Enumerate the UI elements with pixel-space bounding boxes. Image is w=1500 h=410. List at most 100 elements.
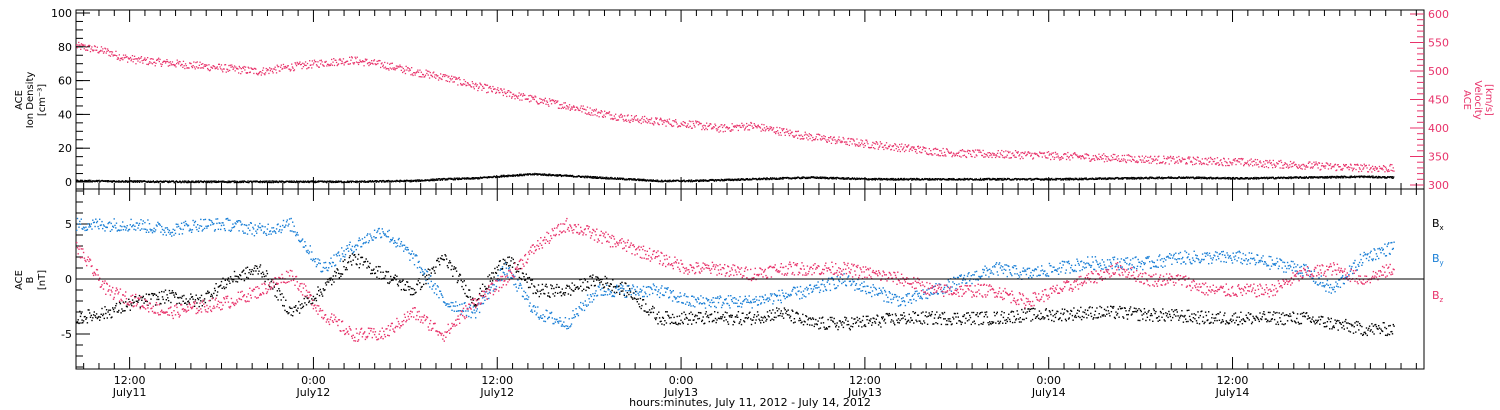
velocity-point [448, 75, 450, 77]
density-point [952, 179, 955, 181]
velocity-point [850, 138, 853, 140]
velocity-point [553, 99, 555, 101]
density-point [683, 179, 685, 181]
density-point [1261, 177, 1263, 180]
density-point [962, 178, 964, 180]
density-point [439, 178, 441, 180]
velocity-point [303, 63, 305, 65]
velocity-point [1286, 163, 1288, 165]
velocity-point [1076, 155, 1079, 158]
velocity-point [238, 65, 240, 68]
velocity-point [1383, 165, 1385, 168]
density-point [644, 179, 647, 181]
density-point [551, 174, 553, 176]
velocity-point [583, 108, 585, 110]
density-point [592, 177, 594, 179]
velocity-point [803, 134, 806, 136]
velocity-point [1079, 155, 1081, 157]
density-point [1169, 176, 1171, 178]
velocity-point [1201, 163, 1203, 166]
velocity-point [1208, 161, 1210, 163]
velocity-point [265, 67, 267, 70]
velocity-point [138, 57, 140, 59]
velocity-point [401, 66, 403, 68]
density-point [273, 180, 275, 182]
density-point [1003, 177, 1005, 180]
velocity-point [297, 63, 299, 65]
velocity-point [768, 129, 770, 132]
velocity-point [431, 74, 433, 77]
date-tick-label: July11 [112, 386, 147, 399]
velocity-point [952, 152, 955, 154]
velocity-point [506, 91, 509, 93]
density-point [1043, 179, 1046, 181]
density-point [545, 174, 547, 176]
velocity-point [1054, 156, 1056, 159]
density-point [271, 181, 273, 184]
velocity-point [1279, 167, 1281, 169]
density-point [794, 178, 796, 180]
velocity-point [982, 149, 984, 152]
density-point [417, 179, 419, 181]
velocity-point [384, 61, 386, 64]
density-point [272, 182, 274, 184]
velocity-point [697, 124, 700, 126]
velocity-point [1029, 152, 1031, 154]
velocity-point [344, 61, 347, 63]
density-point [878, 177, 881, 180]
velocity-point [337, 63, 340, 65]
velocity-point [662, 120, 664, 122]
density-point [167, 181, 170, 184]
velocity-point [979, 151, 981, 153]
velocity-point [98, 51, 100, 53]
density-point [302, 180, 304, 182]
density-point [882, 179, 884, 181]
velocity-point [1165, 162, 1167, 164]
velocity-point [454, 76, 456, 78]
velocity-point [215, 67, 217, 69]
velocity-point [921, 149, 924, 151]
density-point [283, 181, 285, 184]
velocity-point [1003, 151, 1005, 153]
density-point [745, 178, 747, 180]
velocity-point [174, 64, 176, 66]
velocity-point [272, 72, 274, 74]
velocity-point [1090, 160, 1092, 162]
velocity-point [211, 67, 214, 69]
density-point [708, 180, 710, 182]
velocity-point [1033, 152, 1035, 155]
density-point [778, 178, 780, 180]
density-point [664, 179, 666, 181]
velocity-point [787, 130, 789, 132]
velocity-point [1245, 162, 1247, 165]
velocity-point [1241, 159, 1243, 161]
density-point [705, 179, 707, 181]
velocity-point [703, 124, 705, 126]
velocity-point [1071, 155, 1073, 157]
density-point [1203, 176, 1205, 178]
density-point [952, 177, 954, 180]
density-point [948, 179, 950, 181]
velocity-point [527, 98, 529, 100]
velocity-point [1271, 164, 1273, 166]
velocity-point [980, 151, 982, 154]
velocity-point [1054, 151, 1057, 153]
density-point [1025, 178, 1028, 180]
velocity-point [439, 77, 441, 79]
density-point [800, 178, 802, 180]
density-point [82, 180, 84, 182]
velocity-point [593, 110, 595, 112]
velocity-point [830, 142, 833, 144]
velocity-point [1121, 158, 1123, 160]
velocity-point [224, 64, 227, 66]
velocity-point [763, 124, 765, 126]
velocity-point [464, 83, 466, 85]
velocity-point [421, 76, 423, 78]
density-point [886, 179, 888, 181]
velocity-point [760, 130, 762, 132]
velocity-point [495, 92, 497, 94]
velocity-point [368, 64, 370, 67]
velocity-point [273, 68, 275, 70]
density-point [1125, 177, 1127, 179]
velocity-point [1392, 167, 1394, 169]
